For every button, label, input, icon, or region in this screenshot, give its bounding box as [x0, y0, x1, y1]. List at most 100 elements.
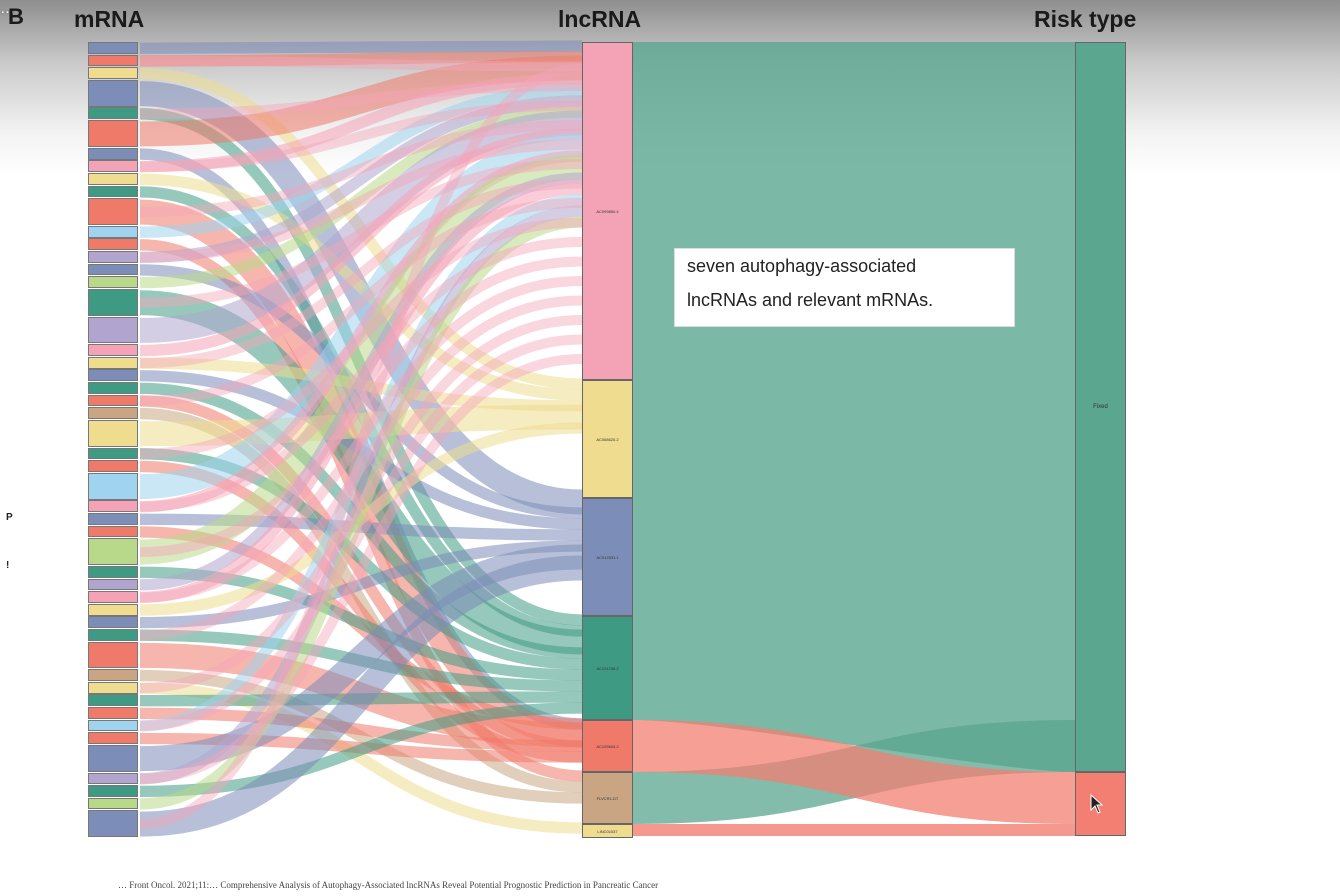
risk-node: Fixed: [1075, 42, 1126, 772]
lncrna-risk-flow-low: [633, 720, 1075, 824]
mrna-column-header: mRNA: [74, 6, 145, 32]
mrna-node: [88, 513, 138, 525]
mrna-lncrna-flow: [139, 216, 583, 810]
side-mark-2: !: [6, 560, 10, 571]
mrna-node: [88, 263, 138, 276]
mrna-lncrna-flow: [139, 217, 583, 459]
mrna-node: [88, 565, 138, 578]
mrna-node: [88, 694, 138, 707]
mrna-node: [88, 67, 138, 79]
mrna-lncrna-flow: [139, 100, 583, 172]
mrna-node: [88, 707, 138, 719]
mrna-node: [88, 669, 138, 681]
lncrna-node: AC099850.4: [582, 42, 633, 380]
mrna-lncrna-flow: [139, 128, 583, 357]
mrna-lncrna-flow: [139, 110, 583, 343]
mrna-lncrna-flow: [139, 334, 583, 731]
mrna-node: [88, 54, 138, 67]
mrna-node: [88, 107, 138, 120]
mrna-lncrna-flow: [139, 159, 583, 308]
mrna-lncrna-flow: [139, 178, 583, 369]
lncrna-column-header: lncRNA: [558, 6, 642, 32]
mrna-node: [88, 238, 138, 251]
mrna-lncrna-flow: [139, 702, 583, 798]
mrna-node: [88, 316, 138, 344]
mrna-node: [88, 225, 138, 238]
mrna-node: [88, 772, 138, 785]
lncrna-node: FLVCR1-DT: [582, 772, 633, 824]
mrna-node: [88, 785, 138, 797]
mrna-lncrna-flow: [139, 186, 583, 637]
mrna-node: [88, 120, 138, 147]
mrna-lncrna-flow: [139, 132, 583, 500]
mrna-node: [88, 797, 138, 810]
mrna-lncrna-flow: [139, 194, 583, 732]
mrna-node: [88, 603, 138, 616]
mrna-node: [88, 810, 138, 838]
mrna-node: [88, 641, 138, 669]
lncrna-node: AC012531.1: [582, 498, 633, 616]
mrna-node: [88, 288, 138, 316]
lncrna-node: AC124798.2: [582, 616, 633, 720]
mrna-node: [88, 251, 138, 263]
mrna-lncrna-flow: [139, 295, 583, 641]
mrna-node: [88, 382, 138, 394]
mrna-node: [88, 578, 138, 591]
lncrna-risk-flow-low: [633, 824, 1075, 836]
mrna-node: [88, 198, 138, 226]
mrna-lncrna-flow: [139, 51, 583, 67]
lncrna-node: LINC01537: [582, 824, 633, 838]
mrna-node: [88, 172, 138, 185]
mrna-lncrna-flow: [139, 173, 583, 401]
mrna-node: [88, 79, 138, 107]
panel-label: B: [8, 4, 24, 29]
mrna-node: [88, 185, 138, 198]
mrna-node: [88, 538, 138, 566]
mrna-lncrna-flow: [139, 55, 583, 72]
mrna-lncrna-flow: [139, 55, 583, 147]
mrna-lncrna-flow: [139, 237, 583, 512]
mrna-lncrna-flow: [139, 63, 583, 830]
mrna-lncrna-flow: [139, 669, 583, 804]
mrna-node: [88, 344, 138, 357]
mrna-node: [88, 419, 138, 447]
mrna-lncrna-flow: [139, 81, 583, 119]
mrna-node: [88, 276, 138, 289]
mrna-node: [88, 500, 138, 513]
mrna-lncrna-flow: [139, 707, 583, 752]
mrna-node: [88, 616, 138, 629]
lncrna-node: AC068620.2: [582, 380, 633, 498]
mrna-lncrna-flow: [139, 354, 583, 784]
annotation-box: seven autophagy-associated lncRNAs and r…: [674, 248, 1015, 327]
lncrna-risk-flow-high: [633, 42, 1075, 772]
mrna-node: [88, 369, 138, 382]
mrna-lncrna-flow: [139, 256, 583, 558]
mrna-node: [88, 407, 138, 420]
mrna-node: [88, 732, 138, 744]
mrna-node: [88, 147, 138, 160]
side-mark-1: P: [6, 512, 13, 523]
mrna-node: [88, 42, 138, 54]
mrna-lncrna-flow: [139, 84, 583, 238]
video-overlay-title: …: [0, 0, 15, 17]
mrna-node: [88, 472, 138, 500]
mrna-lncrna-flow: [139, 315, 583, 694]
mrna-node: [88, 525, 138, 538]
mrna-lncrna-flow: [139, 404, 583, 447]
mrna-node: [88, 681, 138, 694]
annotation-line-1: seven autophagy-associated: [687, 256, 917, 276]
mrna-node: [88, 628, 138, 641]
lncrna-node: AC125603.2: [582, 720, 633, 772]
mrna-node: [88, 394, 138, 407]
mrna-lncrna-flow: [139, 154, 583, 565]
mrna-lncrna-flow: [139, 205, 583, 785]
mrna-node: [88, 460, 138, 472]
mrna-node: [88, 744, 138, 772]
mrna-lncrna-flow: [139, 73, 583, 173]
mrna-lncrna-flow: [139, 276, 583, 603]
mouse-pointer-icon: [1090, 793, 1104, 819]
mrna-lncrna-flow: [139, 40, 583, 54]
annotation-line-2: lncRNAs and relevant mRNAs.: [687, 290, 934, 310]
mrna-lncrna-flow: [139, 95, 583, 264]
